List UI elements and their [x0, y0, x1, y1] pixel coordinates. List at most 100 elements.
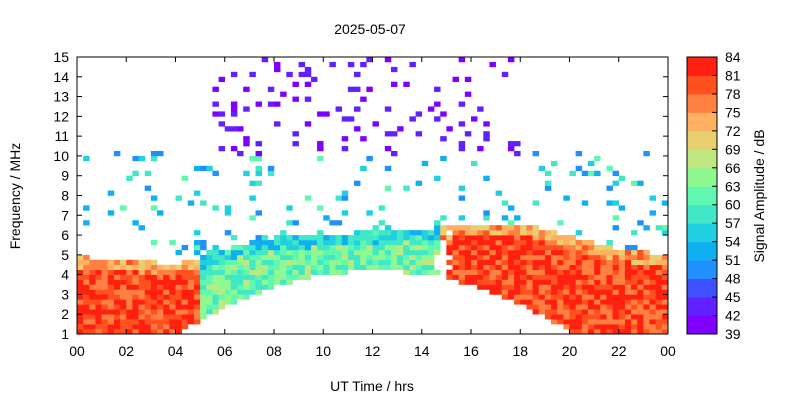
heatmap-cell	[243, 249, 250, 256]
heatmap-cell	[366, 254, 373, 261]
heatmap-cell	[501, 235, 509, 241]
heatmap-cell	[551, 289, 558, 295]
heatmap-cell	[292, 141, 299, 147]
heatmap-cell	[390, 66, 398, 73]
heatmap-cell	[594, 279, 601, 285]
heatmap-cell	[101, 314, 109, 320]
heatmap-cell	[138, 309, 146, 315]
heatmap-cell	[274, 235, 281, 241]
heatmap-cell	[286, 205, 293, 211]
heatmap-cell	[520, 284, 527, 290]
heatmap-cell	[551, 249, 558, 256]
heatmap-cell	[446, 269, 453, 275]
heatmap-cell	[89, 264, 96, 270]
heatmap-cell	[551, 230, 558, 236]
heatmap-cell	[237, 274, 244, 280]
heatmap-cell	[274, 101, 281, 107]
heatmap-cell	[249, 244, 256, 251]
heatmap-cell	[95, 324, 102, 330]
heatmap-cell	[384, 131, 392, 137]
heatmap-cell	[434, 235, 441, 241]
heatmap-cell	[587, 240, 595, 246]
heatmap-cell	[618, 274, 626, 280]
heatmap-cell	[280, 235, 287, 241]
heatmap-cell	[581, 299, 589, 305]
heatmap-cell	[126, 294, 133, 300]
heatmap-cell	[452, 230, 459, 236]
heatmap-cell	[89, 324, 96, 330]
heatmap-cell	[304, 71, 312, 78]
heatmap-cell	[587, 299, 595, 305]
heatmap-cell	[655, 284, 663, 290]
heatmap-cell	[637, 324, 644, 330]
heatmap-cell	[193, 294, 201, 300]
heatmap-cell	[354, 230, 361, 236]
heatmap-cell	[551, 279, 558, 285]
heatmap-cell	[538, 304, 546, 310]
heatmap-cell	[249, 254, 256, 261]
heatmap-cell	[477, 274, 484, 280]
heatmap-cell	[132, 289, 139, 295]
heatmap-cell	[212, 101, 219, 107]
heatmap-cell	[427, 269, 435, 275]
heatmap-cell	[187, 200, 195, 206]
heatmap-cell	[624, 309, 632, 315]
heatmap-cell	[520, 240, 527, 246]
heatmap-cell	[329, 240, 336, 246]
heatmap-cell	[594, 319, 601, 325]
heatmap-cell	[655, 329, 663, 335]
heatmap-cell	[200, 279, 207, 285]
y-tick-label: 4	[61, 267, 69, 283]
colorbar-tick-label: 42	[725, 308, 741, 324]
heatmap-cell	[458, 121, 466, 127]
x-tick-label: 12	[365, 343, 381, 359]
heatmap-cell	[107, 329, 115, 335]
heatmap-cell	[150, 155, 158, 162]
heatmap-cell	[631, 244, 638, 251]
heatmap-cell	[415, 269, 423, 275]
heatmap-cell	[298, 240, 306, 246]
heatmap-cell	[366, 249, 373, 256]
heatmap-cell	[581, 309, 589, 315]
heatmap-cell	[551, 244, 558, 251]
heatmap-cell	[631, 180, 638, 186]
heatmap-cell	[612, 225, 620, 231]
heatmap-cell	[181, 319, 189, 325]
heatmap-cell	[212, 279, 219, 285]
heatmap-cell	[255, 170, 262, 177]
heatmap-cell	[643, 294, 650, 300]
heatmap-cell	[144, 324, 152, 330]
heatmap-cell	[483, 264, 490, 270]
heatmap-cell	[434, 269, 441, 275]
heatmap-cell	[292, 244, 299, 251]
x-axis-label: UT Time / hrs	[330, 378, 414, 394]
heatmap-cell	[495, 240, 503, 246]
heatmap-cell	[206, 269, 213, 275]
heatmap-cell	[335, 244, 343, 251]
heatmap-cell	[230, 294, 238, 300]
heatmap-cell	[501, 230, 509, 236]
heatmap-cell	[267, 264, 275, 270]
heatmap-cell	[532, 284, 540, 290]
heatmap-cell	[360, 249, 367, 256]
heatmap-cell	[612, 269, 620, 275]
heatmap-cell	[200, 200, 207, 206]
heatmap-cell	[138, 304, 146, 310]
heatmap-cell	[501, 279, 509, 285]
heatmap-cell	[594, 155, 601, 162]
heatmap-cell	[403, 81, 410, 87]
heatmap-cell	[255, 264, 262, 270]
heatmap-cell	[329, 235, 336, 241]
heatmap-cell	[544, 249, 552, 256]
heatmap-cell	[77, 294, 84, 300]
heatmap-cell	[378, 259, 386, 266]
heatmap-cell	[544, 279, 552, 285]
heatmap-cell	[587, 274, 595, 280]
heatmap-cell	[274, 61, 281, 68]
y-tick-label: 5	[61, 247, 69, 263]
heatmap-cell	[507, 294, 515, 300]
heatmap-cell	[403, 249, 410, 256]
heatmap-cell	[612, 319, 620, 325]
heatmap-cell	[471, 249, 478, 256]
heatmap-cell	[237, 269, 244, 275]
